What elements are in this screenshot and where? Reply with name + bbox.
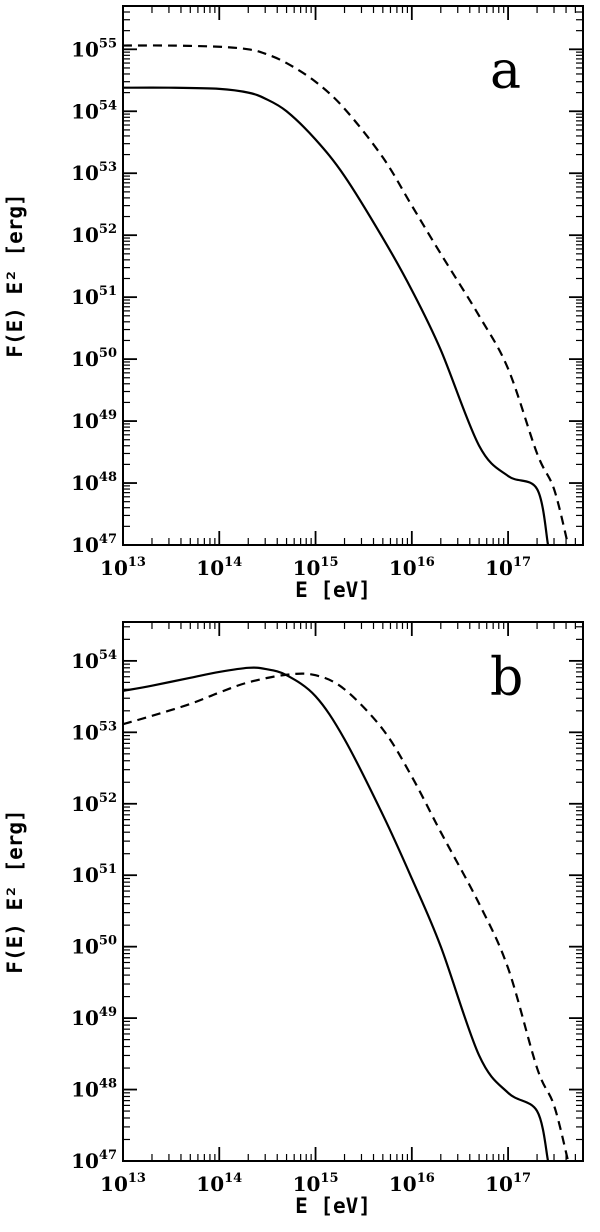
y-tick-label: 1049	[71, 408, 117, 433]
y-tick-label: 1051	[71, 862, 117, 887]
y-tick-label: 1051	[71, 284, 117, 309]
y-tick-label: 1052	[71, 222, 117, 247]
series-line-solid	[123, 666, 550, 1161]
y-tick-label: 1048	[71, 470, 117, 495]
y-tick-label: 1050	[71, 346, 117, 371]
axis-ticks	[122, 5, 584, 546]
x-tick-label: 1015	[293, 555, 339, 580]
y-tick-label: 1050	[71, 934, 117, 959]
x-tick-label: 1013	[100, 555, 146, 580]
x-axis-label: E [eV]	[295, 1194, 371, 1218]
y-tick-label: 1048	[71, 1077, 117, 1102]
series-line-solid	[123, 86, 550, 545]
x-tick-label: 1017	[485, 555, 531, 580]
y-axis-label: F(E) E² [erg]	[3, 193, 27, 357]
axis-ticks	[122, 622, 584, 1162]
y-tick-label: 1053	[71, 160, 117, 185]
y-tick-label: 1055	[71, 36, 117, 61]
x-tick-label: 1014	[196, 1171, 242, 1196]
panel-label: b	[490, 648, 523, 708]
x-tick-label: 1014	[196, 555, 242, 580]
x-tick-label: 1015	[293, 1171, 339, 1196]
series-line-dashed	[123, 672, 570, 1161]
panel-label: a	[490, 41, 521, 101]
panel-a: 1013 1014 1015 1016 1017 1047 1048 1049 1050 1051…	[3, 5, 584, 602]
y-tick-label: 1052	[71, 791, 117, 816]
plot-frame	[122, 5, 584, 546]
x-axis-label: E [eV]	[295, 578, 371, 602]
y-tick-label: 1053	[71, 719, 117, 744]
x-tick-label: 1017	[485, 1171, 531, 1196]
panel-b: 1013 1014 1015 1016 1017 1047 1048 1049 1050 1051…	[3, 621, 584, 1218]
y-tick-label: 1049	[71, 1005, 117, 1030]
x-tick-label: 1013	[100, 1171, 146, 1196]
x-tick-label: 1016	[389, 1171, 435, 1196]
y-tick-label: 1054	[71, 648, 117, 673]
x-tick-label: 1016	[389, 555, 435, 580]
y-tick-label: 1047	[71, 1148, 117, 1173]
y-axis-label: F(E) E² [erg]	[3, 809, 27, 973]
y-tick-label: 1047	[71, 532, 117, 557]
y-tick-label: 1054	[71, 98, 117, 123]
